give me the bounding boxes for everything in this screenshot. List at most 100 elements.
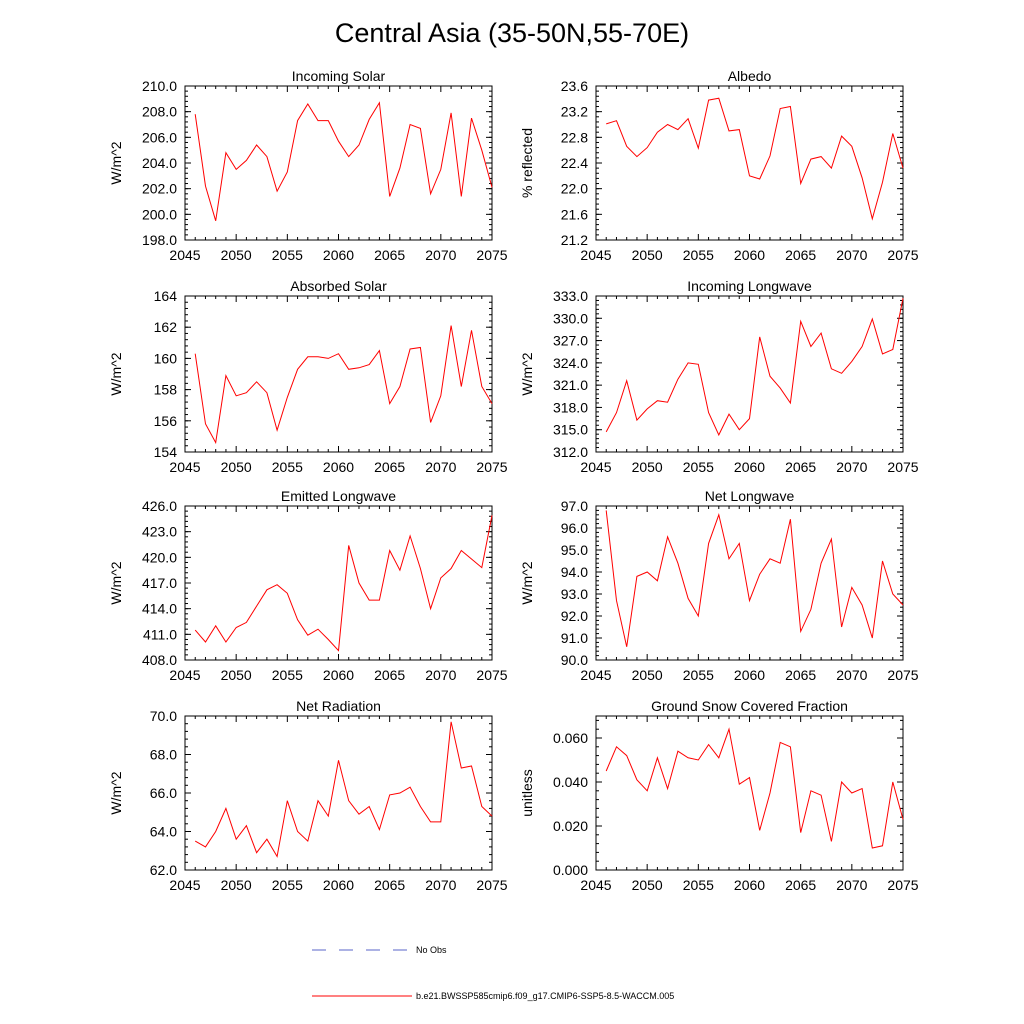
data-point <box>790 746 791 747</box>
series-line <box>606 97 904 221</box>
series-line <box>194 515 493 652</box>
y-tick-label: 94.0 <box>561 564 588 580</box>
x-tick-label: 2075 <box>476 667 507 683</box>
data-point <box>491 403 492 404</box>
data-point <box>440 821 441 822</box>
series-line <box>194 721 493 858</box>
data-point <box>851 361 852 362</box>
data-point <box>225 808 226 809</box>
data-point <box>606 431 607 432</box>
data-point <box>698 364 699 365</box>
data-point <box>718 434 719 435</box>
data-point <box>236 627 237 628</box>
x-tick-label: 2070 <box>836 877 867 893</box>
data-point <box>677 563 678 564</box>
data-point <box>698 615 699 616</box>
data-point <box>481 567 482 568</box>
data-point <box>236 839 237 840</box>
x-tick-label: 2065 <box>785 877 816 893</box>
data-point <box>369 119 370 120</box>
x-tick-label: 2070 <box>425 877 456 893</box>
x-tick-label: 2075 <box>887 667 918 683</box>
y-tick-label: 426.0 <box>142 498 177 514</box>
data-point <box>471 117 472 118</box>
data-point <box>790 402 791 403</box>
data-point <box>440 395 441 396</box>
data-point <box>410 124 411 125</box>
data-point <box>810 790 811 791</box>
plot-frame <box>184 295 493 453</box>
y-tick-label: 200.0 <box>142 206 177 222</box>
x-tick-label: 2050 <box>632 459 663 475</box>
data-point <box>369 600 370 601</box>
data-point <box>450 721 451 722</box>
data-point <box>892 781 893 782</box>
data-point <box>708 543 709 544</box>
x-tick-label: 2050 <box>221 247 252 263</box>
data-point <box>861 177 862 178</box>
x-tick-label: 2070 <box>836 459 867 475</box>
x-tick-label: 2045 <box>580 459 611 475</box>
x-tick-label: 2065 <box>785 459 816 475</box>
series-line <box>605 727 904 849</box>
data-point <box>450 112 451 113</box>
y-tick-label: 198.0 <box>142 232 177 248</box>
y-axis-label: W/m^2 <box>519 561 535 604</box>
data-point <box>430 422 431 423</box>
data-point <box>800 321 801 322</box>
data-point <box>440 169 441 170</box>
y-tick-label: 0.020 <box>553 818 588 834</box>
data-point <box>872 218 873 219</box>
data-point <box>698 148 699 149</box>
data-point <box>636 156 637 157</box>
y-tick-label: 64.0 <box>150 824 177 840</box>
plot-frame <box>184 505 493 661</box>
data-point <box>626 755 627 756</box>
x-tick-label: 2050 <box>632 247 663 263</box>
x-tick-label: 2065 <box>785 247 816 263</box>
y-tick-label: 160 <box>154 350 178 366</box>
data-point <box>759 336 760 337</box>
y-tick-label: 91.0 <box>561 630 588 646</box>
data-point <box>769 376 770 377</box>
data-point <box>379 350 380 351</box>
y-tick-label: 97.0 <box>561 498 588 514</box>
data-point <box>256 144 257 145</box>
data-point <box>246 392 247 393</box>
data-point <box>348 545 349 546</box>
data-point <box>420 568 421 569</box>
data-point <box>481 806 482 807</box>
data-point <box>861 604 862 605</box>
data-point <box>256 852 257 853</box>
plot-frame <box>595 715 904 871</box>
data-point <box>348 369 349 370</box>
data-point <box>471 765 472 766</box>
x-tick-label: 2045 <box>169 877 200 893</box>
x-tick-label: 2070 <box>425 459 456 475</box>
y-tick-label: 414.0 <box>142 601 177 617</box>
y-axis-label: % reflected <box>519 128 535 198</box>
y-axis-label: W/m^2 <box>108 771 124 814</box>
data-point <box>287 800 288 801</box>
data-point <box>297 619 298 620</box>
y-tick-label: 0.060 <box>553 730 588 746</box>
series-line <box>194 101 493 221</box>
data-point <box>616 746 617 747</box>
data-point <box>872 637 873 638</box>
y-tick-label: 318.0 <box>553 399 588 415</box>
x-tick-label: 2045 <box>580 247 611 263</box>
data-point <box>677 751 678 752</box>
data-point <box>420 806 421 807</box>
data-point <box>636 779 637 780</box>
x-tick-label: 2055 <box>272 877 303 893</box>
data-point <box>246 160 247 161</box>
data-point <box>410 348 411 349</box>
x-tick-label: 2060 <box>323 247 354 263</box>
y-tick-label: 312.0 <box>553 444 588 460</box>
data-point <box>810 609 811 610</box>
data-point <box>358 814 359 815</box>
data-point <box>256 606 257 607</box>
data-point <box>389 550 390 551</box>
data-point <box>800 832 801 833</box>
x-tick-label: 2060 <box>734 247 765 263</box>
